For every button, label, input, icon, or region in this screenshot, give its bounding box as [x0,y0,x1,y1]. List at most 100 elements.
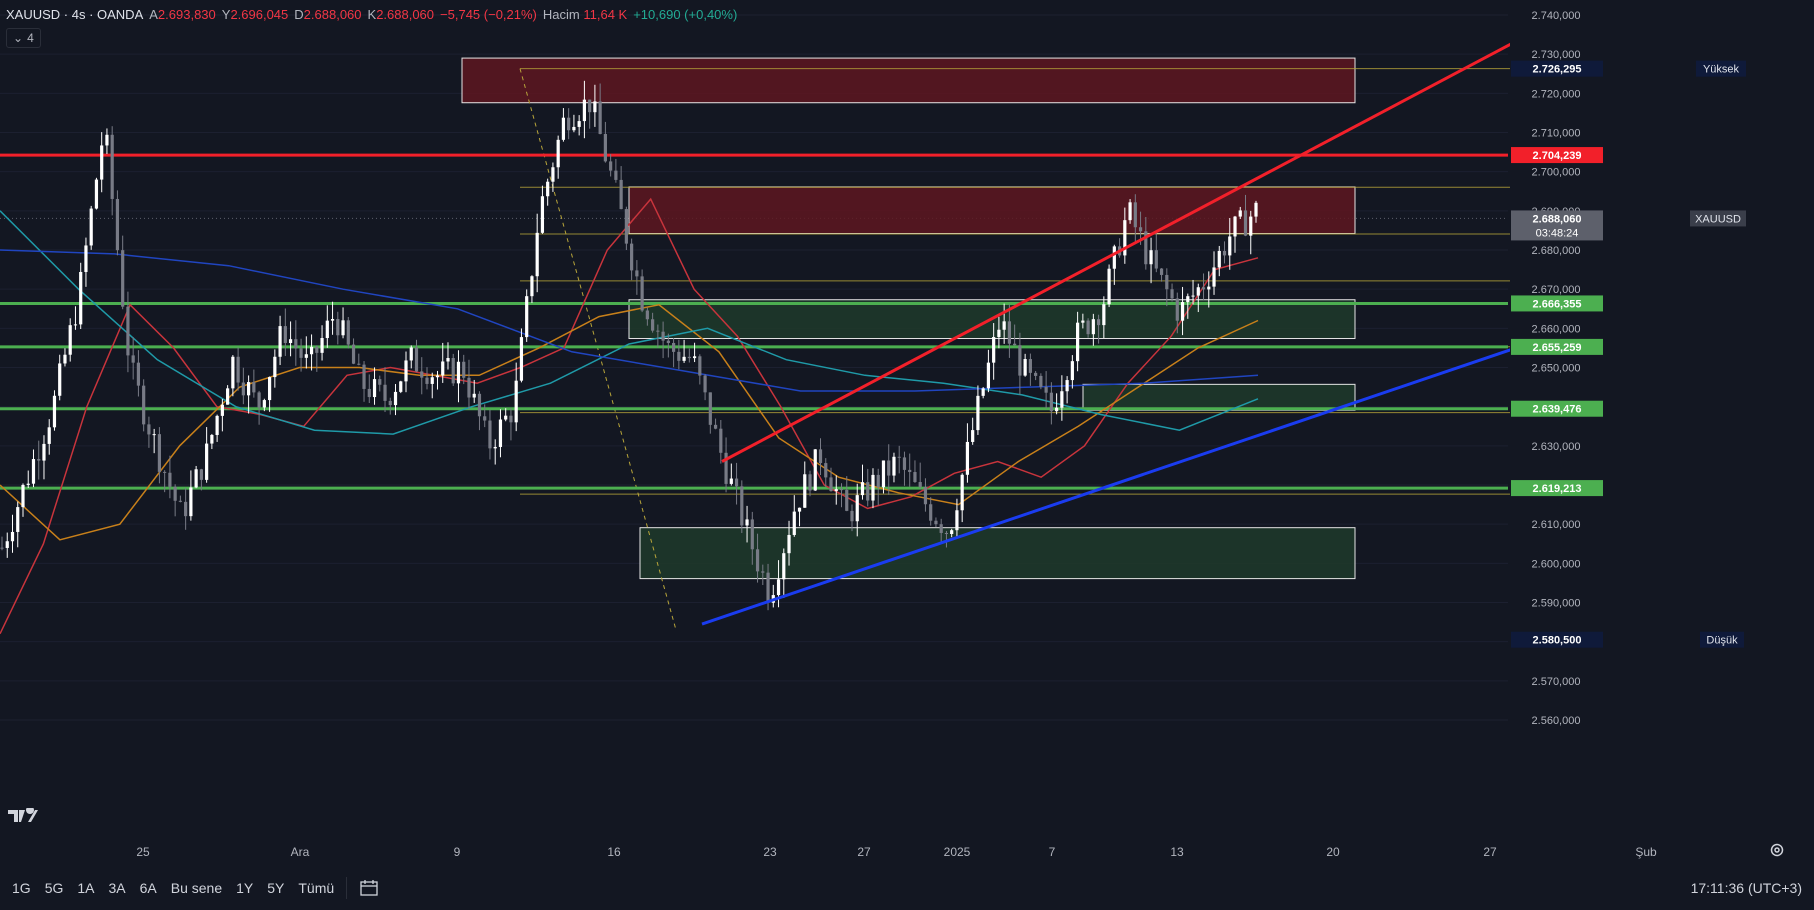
level-badge [1511,338,1603,355]
open-label: A [149,6,158,22]
price-axis-bg [1510,0,1814,866]
candle-body [477,393,482,417]
candle-body [404,360,408,382]
gear-icon[interactable] [1769,842,1785,863]
candle-body [593,101,597,113]
candle-body [1154,250,1158,269]
candle-body [887,460,891,476]
candle-body [357,363,361,365]
range-button[interactable]: 1G [12,880,31,896]
range-button[interactable]: 5Y [267,880,285,896]
candle-body [656,330,660,332]
candle-body [1180,302,1185,321]
candle-body [645,310,649,320]
candle-body [199,469,203,480]
candle-body [687,356,691,359]
range-button[interactable]: Tümü [298,880,335,896]
candle-body [609,161,613,171]
candle-body [168,472,172,487]
candle-body [803,474,807,508]
candle-body [1086,320,1090,335]
candle-body [1217,250,1221,268]
candle-body [409,347,413,361]
y-tick-label: 2.720,000 [1532,88,1581,100]
y-tick-label: 2.740,000 [1532,10,1581,22]
x-tick-label: 13 [1170,845,1184,859]
candle-body [708,392,712,425]
candle-body [320,338,324,353]
candle-body [556,139,560,168]
last-symbol: XAUUSD [1695,213,1741,225]
candle-body [1002,321,1006,330]
range-button[interactable]: Bu sene [170,880,223,896]
level-label: 2.619,213 [1533,483,1582,495]
tradingview-logo-icon[interactable] [8,806,38,829]
candle-body [577,121,581,127]
candle-body [525,296,529,338]
candle-body [241,382,245,396]
level-label: 2.704,239 [1533,150,1582,162]
symbol-title[interactable]: XAUUSD · 4s · OANDA [6,6,144,22]
x-tick-label: 27 [857,845,871,859]
candle-body [755,549,760,572]
moving-average-line [0,249,1259,392]
range-button[interactable]: 1Y [236,880,254,896]
candle-body [341,320,345,336]
level-badge [1511,295,1603,312]
x-tick-label: 9 [454,845,461,859]
candle-body [913,472,917,483]
candle-body [205,443,209,480]
low-label: D [294,6,304,22]
price-chart[interactable]: 1 (2.720,786 (2.696,036)0,702 (2.684,070… [0,0,1814,866]
low-value-bg [1511,631,1603,648]
candle-body [682,356,686,361]
x-tick-label: 7 [1049,845,1056,859]
candle-body [892,456,896,476]
candle-body [829,477,833,492]
x-tick-label: 20 [1326,845,1340,859]
candle-body [640,276,644,311]
candle-body [189,487,193,517]
candle-body [351,344,356,364]
y-tick-label: 2.590,000 [1532,598,1581,610]
x-tick-label: 16 [607,845,621,859]
candle-body [1243,210,1248,236]
candle-body [152,434,156,436]
candle-body [698,356,702,376]
candle-body [818,449,823,464]
candle-body [997,329,1001,338]
candle-body [52,395,57,428]
candle-body [498,419,503,447]
y-tick-label: 2.700,000 [1532,167,1581,179]
zones [461,57,1356,580]
candle-body [960,474,964,511]
calendar-icon[interactable] [359,879,379,897]
range-button[interactable]: 1A [77,880,95,896]
candle-body [908,469,912,473]
candle-body [866,482,870,501]
candle-body [740,486,744,526]
change-value: −5,745 (−0,21%) [440,6,537,22]
range-button[interactable]: 3A [108,880,126,896]
candle-body [1007,321,1011,344]
candle-body [1238,210,1242,217]
candle-body [1212,267,1216,287]
candle-body [1065,380,1069,392]
candle-body [588,99,592,113]
clock[interactable]: 17:11:36 (UTC+3) [1690,880,1802,896]
candle-body [976,395,980,431]
candle-body [939,524,943,533]
candle-body [729,478,733,484]
candle-body [918,482,922,487]
candle-body [451,358,455,384]
candle-body [944,532,949,534]
candle-body [535,232,539,277]
candle-body [776,579,781,596]
candle-body [1039,375,1043,387]
indicator-toggle[interactable]: ⌄ 4 [6,28,41,48]
y-tick-label: 2.570,000 [1532,676,1581,688]
range-button[interactable]: 5G [44,880,64,896]
range-button[interactable]: 6A [139,880,157,896]
volume-label: Hacim [542,6,580,22]
